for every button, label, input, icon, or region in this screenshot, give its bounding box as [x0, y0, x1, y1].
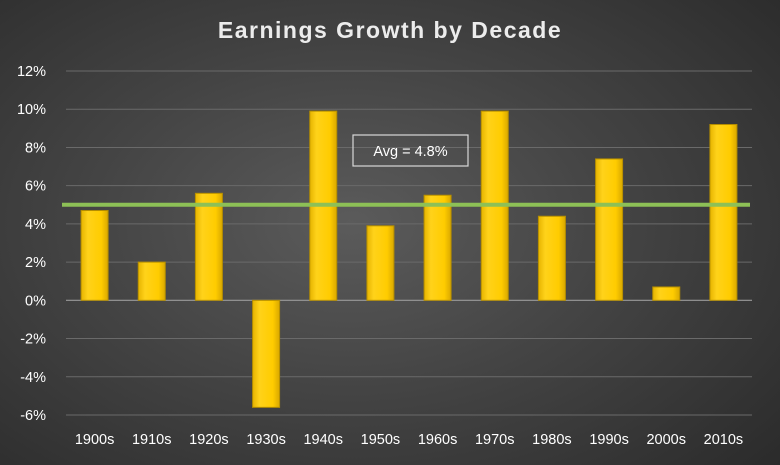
gridlines — [66, 70, 752, 416]
y-tick-label: 2% — [25, 255, 46, 271]
x-axis: 1900s 1910s 1920s 1930s 1940s 1950s 1960s 1970s… — [75, 432, 743, 448]
y-tick-label: 10% — [17, 102, 46, 118]
x-tick-label: 2000s — [646, 432, 686, 448]
x-tick-label: 1950s — [361, 432, 401, 448]
bar-1920s — [194, 192, 223, 301]
x-tick-label: 1940s — [303, 432, 343, 448]
x-tick-label: 1920s — [189, 432, 229, 448]
x-tick-label: 1990s — [589, 432, 629, 448]
y-tick-label: -4% — [20, 370, 46, 386]
x-tick-label: 1980s — [532, 432, 572, 448]
bar-2010s — [709, 124, 738, 301]
x-tick-label: 1930s — [246, 432, 286, 448]
y-tick-label: 12% — [17, 64, 46, 80]
bar-1910s — [137, 261, 166, 301]
x-tick-label: 1960s — [418, 432, 458, 448]
bar-1980s — [537, 215, 566, 301]
y-tick-label: 6% — [25, 179, 46, 195]
y-tick-label: 4% — [25, 217, 46, 233]
x-tick-label: 2010s — [704, 432, 744, 448]
x-tick-label: 1910s — [132, 432, 172, 448]
bar-1900s — [80, 210, 109, 301]
y-tick-label: 0% — [25, 293, 46, 309]
average-label: Avg = 4.8% — [373, 144, 447, 160]
x-tick-label: 1900s — [75, 432, 115, 448]
bar-1930s — [252, 299, 281, 408]
bar-1950s — [366, 225, 395, 301]
bar-2000s — [652, 286, 681, 301]
bar-1990s — [595, 158, 624, 301]
y-axis: 12% 10% 8% 6% 4% 2% 0% -2% -4% -6% — [17, 64, 46, 424]
average-line-group: Avg = 4.8% — [62, 134, 750, 207]
y-tick-label: -2% — [20, 332, 46, 348]
bar-1960s — [423, 194, 452, 301]
y-tick-label: 8% — [25, 140, 46, 156]
y-tick-label: -6% — [20, 408, 46, 424]
average-label-box — [352, 134, 469, 167]
chart-title: Earnings Growth by Decade — [218, 17, 562, 43]
x-tick-label: 1970s — [475, 432, 515, 448]
